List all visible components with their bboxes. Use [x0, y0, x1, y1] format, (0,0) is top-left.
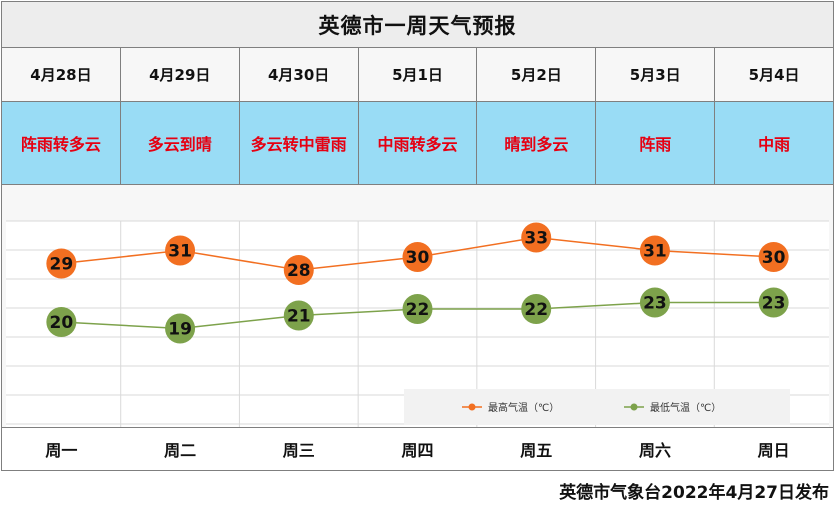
- legend-high-label: 最高气温（℃）: [488, 401, 559, 414]
- low-temp-label: 23: [643, 294, 667, 314]
- low-temp-point: [639, 287, 670, 318]
- low-temp-label: 22: [406, 300, 430, 320]
- low-temp-label: 21: [287, 307, 311, 327]
- temperature-chart: 29 31 28 30 33 31 30 20 19 21 22 22 23 23 最高气温（℃） 最低气温（…: [2, 185, 833, 427]
- high-temp-label: 31: [168, 242, 192, 262]
- low-temp-point: [402, 294, 433, 324]
- weather-row: 阵雨转多云 多云到晴 多云转中雷雨 中雨转多云 晴到多云 阵雨 中雨: [2, 102, 834, 185]
- forecast-frame: 英德市一周天气预报 4月28日 4月29日 4月30日 5月1日 5月2日 5月…: [1, 1, 834, 471]
- low-temp-label: 19: [168, 320, 192, 340]
- legend-box: [404, 389, 790, 425]
- date-cell: 4月29日: [120, 48, 240, 101]
- high-temp-point: [639, 235, 670, 266]
- date-cell: 5月2日: [477, 48, 597, 101]
- day-cell: 周三: [282, 441, 315, 460]
- weather-cell: 晴到多云: [477, 102, 597, 184]
- day-cell: 周一: [45, 441, 78, 460]
- high-temp-label: 33: [524, 229, 548, 249]
- day-cell: 周二: [164, 441, 197, 460]
- date-cell: 4月28日: [2, 48, 121, 101]
- date-cell: 5月4日: [715, 48, 834, 101]
- day-cell: 周日: [757, 441, 790, 460]
- low-temp-point: [521, 294, 552, 324]
- low-temp-label: 22: [524, 300, 548, 320]
- high-temp-point: [402, 242, 433, 272]
- low-temp-label: 23: [762, 294, 786, 314]
- high-temp-point: [521, 222, 552, 253]
- high-temp-label: 29: [50, 255, 74, 275]
- day-cell: 周四: [401, 441, 434, 460]
- title-bar: 英德市一周天气预报: [2, 2, 833, 48]
- weather-cell: 阵雨转多云: [2, 102, 121, 184]
- date-cell: 5月3日: [596, 48, 716, 101]
- issue-note: 英德市气象台2022年4月27日发布: [559, 483, 829, 503]
- weather-cell: 阵雨: [596, 102, 716, 184]
- page-title: 英德市一周天气预报: [318, 13, 517, 38]
- high-temp-label: 30: [762, 248, 786, 268]
- legend-low-label: 最低气温（℃）: [650, 401, 721, 414]
- low-temp-point: [165, 313, 196, 344]
- weather-cell: 中雨: [715, 102, 834, 184]
- low-temp-point: [283, 300, 314, 331]
- high-temp-point: [46, 248, 77, 279]
- legend-marker: [630, 403, 638, 411]
- temperature-chart-svg: 29 31 28 30 33 31 30 20 19 21 22 22 23 23 最高气温（℃） 最低气温（…: [6, 220, 829, 427]
- high-temp-point: [165, 235, 196, 266]
- high-temp-label: 28: [287, 261, 311, 281]
- high-temp-label: 30: [406, 248, 430, 268]
- date-cell: 5月1日: [358, 48, 478, 101]
- date-row: 4月28日 4月29日 4月30日 5月1日 5月2日 5月3日 5月4日: [2, 48, 834, 102]
- low-temp-label: 20: [50, 313, 74, 333]
- date-cell: 4月30日: [239, 48, 359, 101]
- weather-cell: 中雨转多云: [358, 102, 478, 184]
- weather-cell: 多云到晴: [120, 102, 240, 184]
- day-cell: 周六: [638, 441, 671, 460]
- low-temp-point: [758, 287, 789, 318]
- day-cell: 周五: [520, 441, 553, 460]
- legend-marker: [468, 403, 476, 411]
- day-row: 周一 周二 周三 周四 周五 周六 周日: [2, 427, 833, 470]
- weather-cell: 多云转中雷雨: [239, 102, 359, 184]
- high-temp-point: [283, 255, 314, 285]
- high-temp-point: [758, 242, 789, 272]
- high-temp-label: 31: [643, 242, 667, 262]
- low-temp-point: [46, 307, 77, 337]
